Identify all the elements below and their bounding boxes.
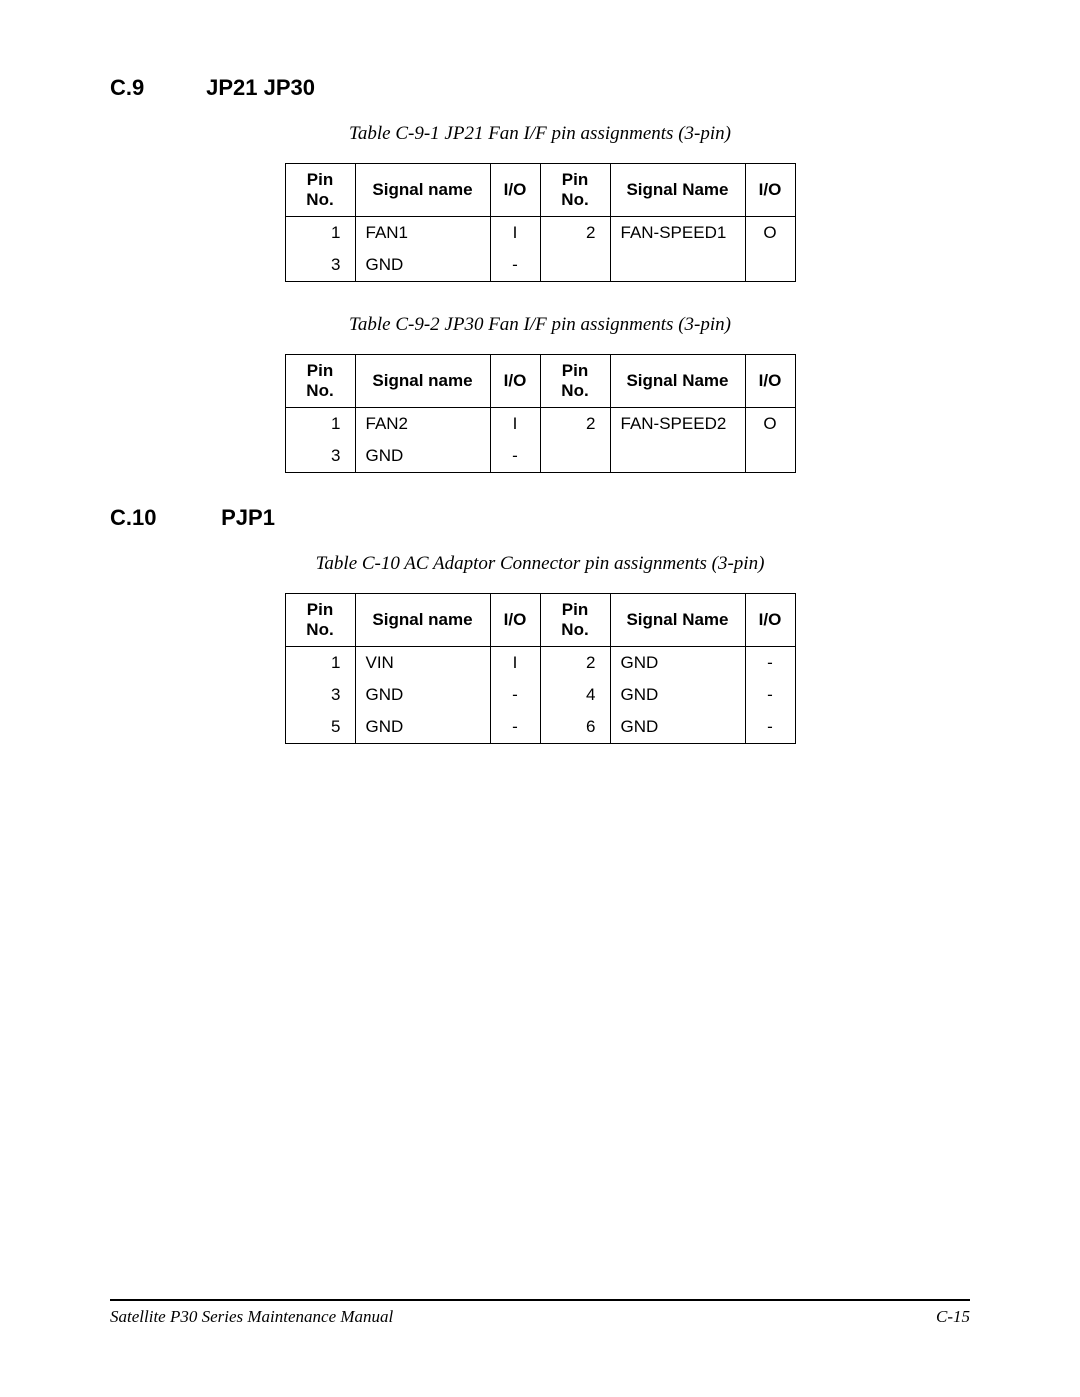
cell [610,249,745,282]
cell: GND [355,440,490,473]
table-row: 1 VIN I 2 GND - [285,647,795,680]
cell: FAN-SPEED2 [610,408,745,441]
cell: 3 [285,440,355,473]
page-number: C-15 [936,1307,970,1327]
cell: FAN2 [355,408,490,441]
col-header: I/O [745,164,795,217]
cell: GND [355,711,490,744]
cell: 1 [285,647,355,680]
footer-rule [110,1299,970,1301]
col-header: Pin No. [285,594,355,647]
col-header: Signal name [355,355,490,408]
cell: - [490,679,540,711]
cell: - [745,711,795,744]
cell: - [490,440,540,473]
col-header: I/O [490,164,540,217]
table-row: 1 FAN2 I 2 FAN-SPEED2 O [285,408,795,441]
cell: 2 [540,408,610,441]
table-row: 1 FAN1 I 2 FAN-SPEED1 O [285,217,795,250]
section-number: C.10 [110,505,215,531]
cell: VIN [355,647,490,680]
cell: - [745,647,795,680]
document-page: C.9 JP21 JP30 Table C-9-1 JP21 Fan I/F p… [0,0,1080,744]
pin-table: Pin No. Signal name I/O Pin No. Signal N… [285,163,796,282]
cell: GND [610,679,745,711]
cell: 2 [540,647,610,680]
cell: I [490,647,540,680]
pin-table: Pin No. Signal name I/O Pin No. Signal N… [285,593,796,744]
table-header: Pin No. Signal name I/O Pin No. Signal N… [285,594,795,647]
col-header: I/O [490,355,540,408]
cell: 6 [540,711,610,744]
table-header: Pin No. Signal name I/O Pin No. Signal N… [285,164,795,217]
cell [745,440,795,473]
cell: GND [610,647,745,680]
col-header: Signal name [355,164,490,217]
cell [540,249,610,282]
table-caption: Table C-10 AC Adaptor Connector pin assi… [110,553,970,575]
col-header: Signal Name [610,594,745,647]
cell: O [745,408,795,441]
pin-table: Pin No. Signal name I/O Pin No. Signal N… [285,354,796,473]
col-header: I/O [745,594,795,647]
cell: FAN-SPEED1 [610,217,745,250]
cell: 3 [285,679,355,711]
table-caption: Table C-9-1 JP21 Fan I/F pin assignments… [110,123,970,145]
cell: I [490,408,540,441]
table-row: 3 GND - [285,440,795,473]
table-row: 3 GND - [285,249,795,282]
col-header: Pin No. [285,355,355,408]
col-header: Pin No. [540,594,610,647]
section-heading: C.9 JP21 JP30 [110,75,970,101]
page-footer: Satellite P30 Series Maintenance Manual … [110,1299,970,1327]
cell [540,440,610,473]
cell: - [490,249,540,282]
col-header: Pin No. [540,164,610,217]
table-caption: Table C-9-2 JP30 Fan I/F pin assignments… [110,314,970,336]
table-header: Pin No. Signal name I/O Pin No. Signal N… [285,355,795,408]
table-row: 3 GND - 4 GND - [285,679,795,711]
cell: 5 [285,711,355,744]
cell [745,249,795,282]
cell: GND [355,249,490,282]
cell: GND [610,711,745,744]
cell: 1 [285,408,355,441]
cell: GND [355,679,490,711]
cell: 2 [540,217,610,250]
section-title: JP21 JP30 [206,75,315,100]
table-row: 5 GND - 6 GND - [285,711,795,744]
cell: I [490,217,540,250]
cell [610,440,745,473]
cell: FAN1 [355,217,490,250]
col-header: Signal Name [610,355,745,408]
col-header: I/O [745,355,795,408]
cell: O [745,217,795,250]
cell: 1 [285,217,355,250]
cell: - [490,711,540,744]
cell: 3 [285,249,355,282]
cell: - [745,679,795,711]
section-heading: C.10 PJP1 [110,505,970,531]
cell: 4 [540,679,610,711]
footer-title: Satellite P30 Series Maintenance Manual [110,1307,393,1327]
section-number: C.9 [110,75,200,101]
section-title: PJP1 [221,505,275,530]
col-header: I/O [490,594,540,647]
col-header: Signal name [355,594,490,647]
col-header: Signal Name [610,164,745,217]
col-header: Pin No. [540,355,610,408]
col-header: Pin No. [285,164,355,217]
